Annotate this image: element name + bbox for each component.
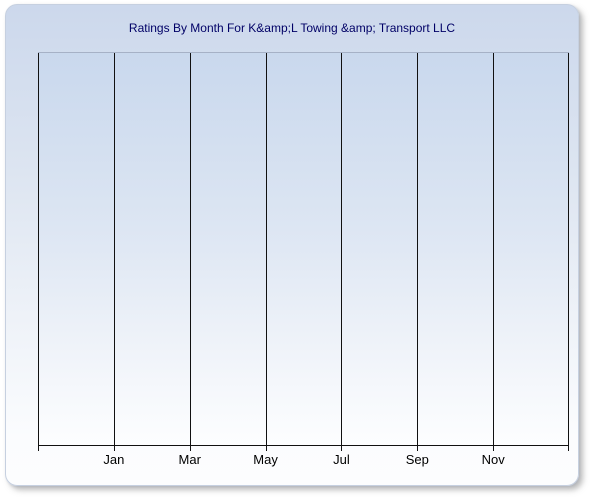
- gridline: [493, 53, 495, 451]
- x-axis-label-mar: Mar: [178, 452, 201, 467]
- gridline: [341, 53, 343, 451]
- chart-card: Ratings By Month For K&amp;L Towing &amp…: [5, 4, 579, 486]
- x-axis-label-jul: Jul: [333, 452, 350, 467]
- x-axis-label-may: May: [253, 452, 278, 467]
- gridline: [417, 53, 419, 451]
- x-axis-label-nov: Nov: [481, 452, 505, 467]
- x-axis-label-jan: Jan: [103, 452, 125, 467]
- gridline: [265, 53, 267, 451]
- chart-title: Ratings By Month For K&amp;L Towing &amp…: [128, 21, 456, 35]
- plot-area: Jan Mar May Jul Sep Nov: [38, 52, 569, 467]
- gridline: [568, 53, 569, 451]
- gridline: [38, 53, 39, 451]
- gridline: [113, 53, 115, 451]
- x-axis-label-sep: Sep: [405, 452, 429, 467]
- gridline: [189, 53, 191, 451]
